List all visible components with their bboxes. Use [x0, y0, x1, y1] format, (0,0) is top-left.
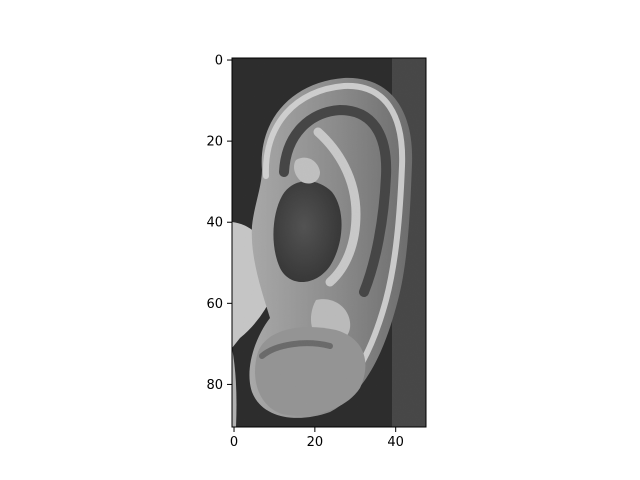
y-tick-label: 80	[206, 378, 223, 393]
y-tick-label: 20	[206, 135, 223, 150]
y-tick-label: 40	[206, 216, 223, 231]
axes-frame	[231, 57, 427, 428]
image-grain	[232, 58, 426, 427]
y-tick-label: 0	[215, 54, 223, 69]
y-axis-ticks: 0 20 40 60 80	[206, 54, 232, 393]
x-tick-label: 20	[307, 435, 324, 450]
x-tick-label: 0	[230, 435, 238, 450]
image-area	[232, 58, 426, 427]
x-tick-label: 40	[387, 435, 404, 450]
x-axis-ticks: 0 20 40	[230, 427, 404, 450]
y-tick-label: 60	[206, 297, 223, 312]
